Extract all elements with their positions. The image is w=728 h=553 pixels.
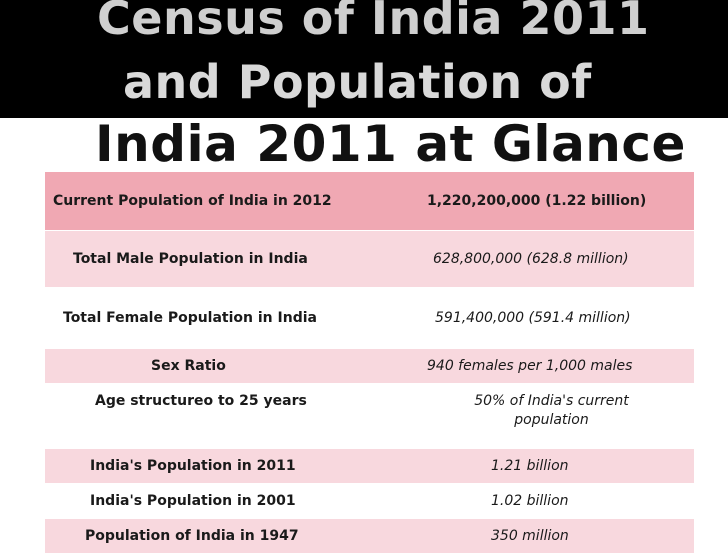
title-band <box>0 0 728 118</box>
title-line-2: and Population of <box>123 55 592 109</box>
table-row: Population of India in 1947 350 million <box>45 518 694 553</box>
row-value: 350 million <box>491 527 569 544</box>
table-row: Total Male Population in India 628,800,0… <box>45 230 694 287</box>
row-value: 1.21 billion <box>491 457 569 474</box>
row-label: Population of India in 1947 <box>85 527 299 544</box>
row-label: India's Population in 2001 <box>90 492 296 509</box>
row-value: 1,220,200,000 (1.22 billion) <box>427 192 647 209</box>
table-row: Sex Ratio 940 females per 1,000 males <box>45 348 694 383</box>
population-table: Current Population of India in 2012 1,22… <box>45 172 694 553</box>
table-row: India's Population in 2001 1.02 billion <box>45 483 694 518</box>
row-label: Total Female Population in India <box>63 309 317 326</box>
title-divider <box>226 38 229 118</box>
title-line-1: Census of India 2011 <box>97 0 650 45</box>
row-value: 628,800,000 (628.8 million) <box>433 250 629 267</box>
table-row: Age structureo to 25 years 50% of India'… <box>45 383 694 448</box>
row-label: Current Population of India in 2012 <box>53 192 332 209</box>
row-value: 591,400,000 (591.4 million) <box>435 309 631 326</box>
row-label: Age structureo to 25 years <box>95 393 307 409</box>
title-line-3: India 2011 at Glance <box>95 115 686 173</box>
row-value: 1.02 billion <box>491 492 569 509</box>
row-label: Total Male Population in India <box>73 250 308 267</box>
row-value: 940 females per 1,000 males <box>427 357 633 374</box>
row-value: 50% of India's current population <box>474 393 629 428</box>
row-label: India's Population in 2011 <box>90 457 296 474</box>
table-row: Current Population of India in 2012 1,22… <box>45 172 694 230</box>
row-label: Sex Ratio <box>151 357 226 374</box>
table-row: India's Population in 2011 1.21 billion <box>45 448 694 483</box>
table-row: Total Female Population in India 591,400… <box>45 287 694 348</box>
